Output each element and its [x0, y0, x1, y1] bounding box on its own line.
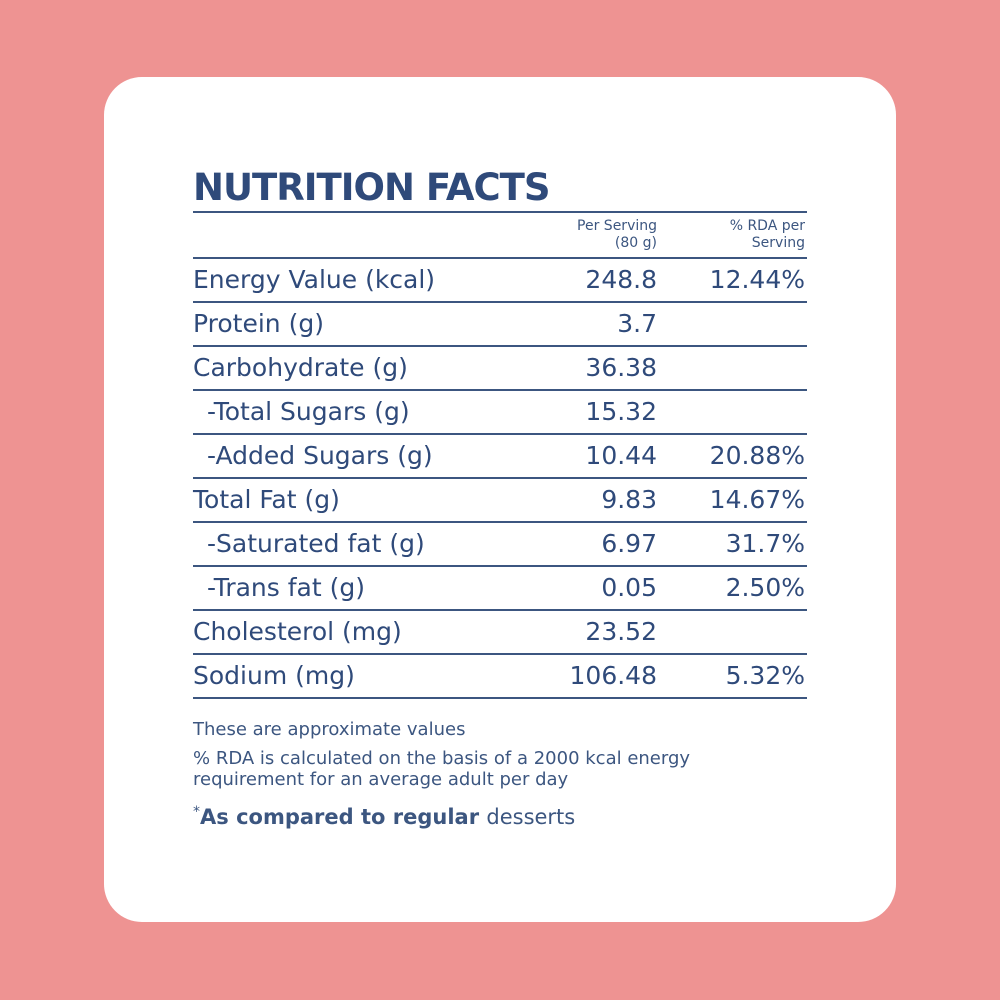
nutrient-label: -Total Sugars (g) — [207, 397, 410, 426]
footnote-bold-text: As compared to regular — [200, 805, 487, 829]
per-serving-value: 6.97 — [601, 529, 657, 558]
rda-value: 14.67% — [709, 485, 805, 514]
table-row: Energy Value (kcal) 248.8 12.44% — [193, 257, 807, 301]
nutrient-label: Sodium (mg) — [193, 661, 355, 690]
nutrient-label: Total Fat (g) — [193, 485, 340, 514]
page-title: NUTRITION FACTS — [193, 166, 551, 209]
notes-block: These are approximate values % RDA is ca… — [193, 719, 807, 790]
rda-value: 5.32% — [725, 661, 805, 690]
nutrient-label: Cholesterol (mg) — [193, 617, 402, 646]
nutrition-card: NUTRITION FACTS Per Serving (80 g) % RDA… — [104, 77, 896, 922]
footnote-light-text: desserts — [486, 805, 576, 829]
nutrient-label: Carbohydrate (g) — [193, 353, 408, 382]
per-serving-value: 0.05 — [601, 573, 657, 602]
nutrient-label: -Saturated fat (g) — [207, 529, 425, 558]
per-serving-value: 9.83 — [601, 485, 657, 514]
table-bottom-rule — [193, 697, 807, 699]
per-serving-header: Per Serving (80 g) — [577, 218, 657, 251]
table-row: Protein (g) 3.7 — [193, 301, 807, 345]
table-row: Carbohydrate (g) 36.38 — [193, 345, 807, 389]
column-header-row: Per Serving (80 g) % RDA per Serving — [193, 213, 807, 257]
per-serving-value: 3.7 — [617, 309, 657, 338]
per-serving-value: 106.48 — [569, 661, 657, 690]
table-row: -Added Sugars (g) 10.44 20.88% — [193, 433, 807, 477]
rda-value: 31.7% — [725, 529, 805, 558]
footnote-asterisk: * — [193, 804, 200, 820]
table-row: Cholesterol (mg) 23.52 — [193, 609, 807, 653]
per-serving-value: 36.38 — [585, 353, 657, 382]
per-serving-value: 15.32 — [585, 397, 657, 426]
nutrient-label: -Trans fat (g) — [207, 573, 365, 602]
per-serving-value: 23.52 — [585, 617, 657, 646]
table-row: Sodium (mg) 106.48 5.32% — [193, 653, 807, 697]
per-serving-value: 248.8 — [585, 265, 657, 294]
table-row: -Saturated fat (g) 6.97 31.7% — [193, 521, 807, 565]
rda-value: 20.88% — [709, 441, 805, 470]
table-row: -Total Sugars (g) 15.32 — [193, 389, 807, 433]
table-row: -Trans fat (g) 0.05 2.50% — [193, 565, 807, 609]
table-row: Total Fat (g) 9.83 14.67% — [193, 477, 807, 521]
approx-note: These are approximate values — [193, 719, 466, 740]
nutrition-table: Energy Value (kcal) 248.8 12.44% Protein (g… — [193, 257, 807, 697]
rda-value: 12.44% — [709, 265, 805, 294]
nutrient-label: Energy Value (kcal) — [193, 265, 436, 294]
comparison-footnote: *As compared to regular desserts — [193, 804, 807, 829]
title-rule — [193, 211, 807, 213]
per-serving-value: 10.44 — [585, 441, 657, 470]
nutrition-facts-panel: NUTRITION FACTS Per Serving (80 g) % RDA… — [193, 166, 807, 829]
rda-basis-note: % RDA is calculated on the basis of a 20… — [193, 748, 691, 790]
nutrient-label: Protein (g) — [193, 309, 324, 338]
rda-value: 2.50% — [725, 573, 805, 602]
rda-header: % RDA per Serving — [729, 218, 805, 251]
nutrient-label: -Added Sugars (g) — [207, 441, 433, 470]
